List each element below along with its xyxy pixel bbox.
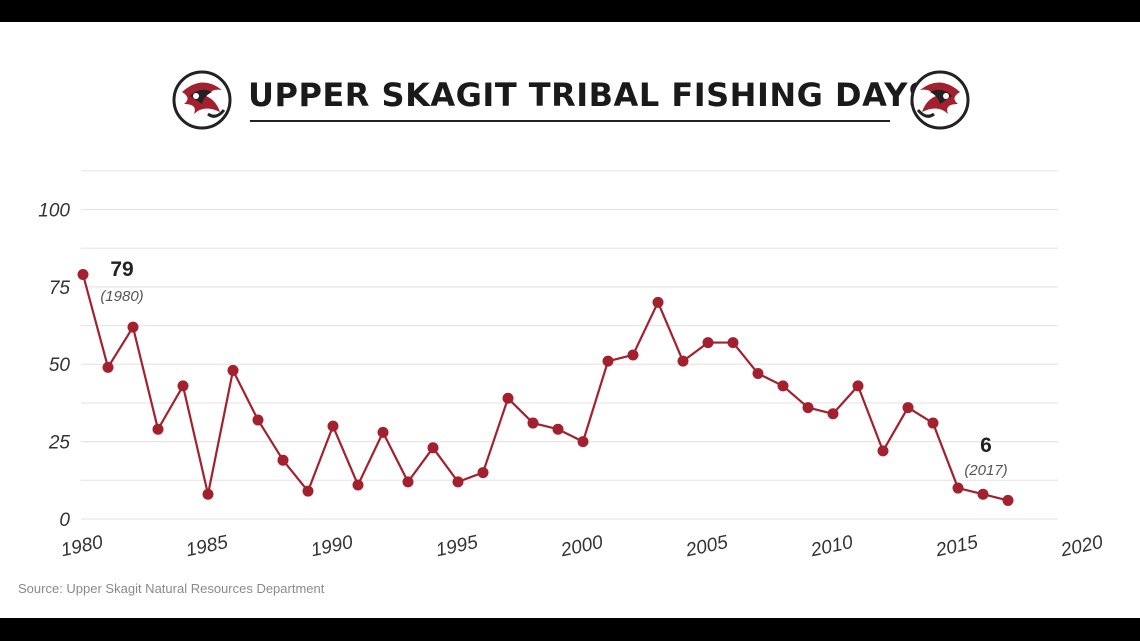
chart-title: UPPER SKAGIT TRIBAL FISHING DAYS [248,76,932,114]
data-point [777,380,789,392]
data-point [902,402,914,414]
y-tick-label: 100 [38,200,70,221]
y-tick-label: 0 [59,510,70,531]
data-point [802,402,814,414]
x-tick-label: 2005 [683,532,730,562]
data-point [577,436,589,448]
data-point [1002,494,1014,506]
data-point [952,482,964,494]
x-tick-label: 2000 [558,532,605,562]
x-tick-label: 1985 [184,532,230,561]
x-tick-label: 2010 [808,532,855,562]
data-point [177,380,189,392]
data-point [652,296,664,308]
x-tick-label: 1990 [309,532,355,561]
y-tick-label: 25 [48,433,71,454]
data-point [927,417,939,429]
data-point [502,392,514,404]
line-chart: 0 25 50 75 100 1980 1985 1990 1995 2000 2005 2010 20… [38,170,1105,562]
annotation-value: 6 [980,434,992,457]
data-point [602,355,614,367]
data-point [202,488,214,500]
data-point [627,349,639,361]
data-point [852,380,864,392]
data-point [877,445,889,457]
title-underline [250,120,890,122]
x-tick-label: 1995 [434,532,480,561]
data-point [727,337,739,349]
annotation-year: (2017) [964,462,1007,479]
data-point [152,423,164,435]
x-tick-label: 1980 [59,532,105,561]
data-point [552,423,564,435]
data-point [302,485,314,497]
y-tick-label: 75 [49,278,71,299]
data-point [752,368,764,380]
data-point [352,479,364,491]
data-point [427,442,439,454]
data-point [677,355,689,367]
data-point [227,364,239,376]
x-tick-label: 2015 [933,532,980,562]
y-tick-label: 50 [49,355,71,376]
data-point [102,361,114,373]
source-note: Source: Upper Skagit Natural Resources D… [18,581,325,596]
salmon-emblem-icon [910,70,970,130]
x-tick-label: 2020 [1058,532,1105,562]
data-point [402,476,414,488]
data-point [827,408,839,420]
chart-frame: UPPER SKAGIT TRIBAL FISHING DAYS 0 25 50 75… [0,22,1140,618]
annotation-value: 79 [110,258,133,281]
title-row: UPPER SKAGIT TRIBAL FISHING DAYS [0,70,1140,130]
series-line [81,274,1009,502]
data-point [77,268,89,280]
data-point [527,417,539,429]
data-point [377,426,389,438]
data-point [127,321,139,333]
data-point [702,337,714,349]
data-point [327,420,339,432]
data-point [277,454,289,466]
salmon-emblem-icon [172,70,232,130]
data-point [477,467,489,479]
data-point [977,488,989,500]
annotation-year: (1980) [100,288,143,305]
data-point [452,476,464,488]
data-point [252,414,264,426]
